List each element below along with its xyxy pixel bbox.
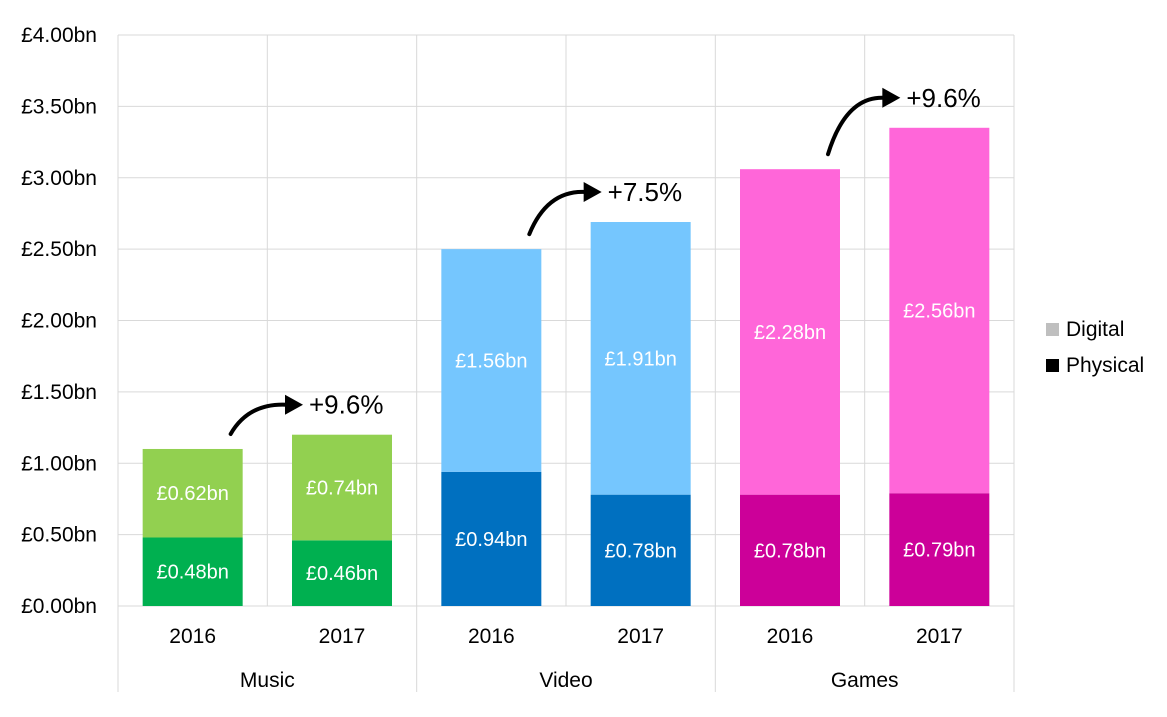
growth-label: +7.5%	[608, 177, 682, 207]
growth-label: +9.6%	[906, 83, 980, 113]
data-label-physical: £0.46bn	[306, 563, 378, 585]
y-tick-label: £3.50bn	[21, 95, 97, 118]
growth-arrowhead	[583, 182, 602, 203]
legend-label: Digital	[1066, 318, 1124, 341]
x-axis-labels: 2016 2017 Music 2016 2017 Video 2016 2017 Games	[169, 625, 962, 692]
x-tick-label-year: 2016	[169, 625, 216, 648]
x-group-label: Music	[240, 669, 295, 692]
data-label-digital: £2.56bn	[903, 301, 975, 323]
legend-swatch	[1046, 323, 1059, 336]
y-tick-label: £1.50bn	[21, 381, 97, 404]
x-tick-label-year: 2016	[767, 625, 814, 648]
bar-segment-digital	[889, 127, 990, 494]
y-tick-label: £1.00bn	[21, 452, 97, 475]
growth-arrowhead	[285, 394, 303, 415]
bar-segment-digital	[590, 222, 691, 495]
y-tick-label: £2.00bn	[21, 310, 97, 333]
bar-segment-physical	[590, 494, 691, 606]
y-tick-label: £0.50bn	[21, 524, 97, 547]
data-label-physical: £0.78bn	[754, 540, 826, 562]
data-label-physical: £0.79bn	[903, 540, 975, 562]
bar-segment-digital	[142, 448, 243, 538]
y-axis-ticks: £0.00bn £0.50bn £1.00bn £1.50bn £2.00bn £2.50…	[21, 24, 97, 618]
growth-arrow	[826, 95, 887, 157]
legend: Digital Physical	[1046, 318, 1144, 377]
x-group-label: Games	[831, 669, 899, 692]
data-label-digital: £2.28bn	[754, 322, 826, 344]
gridlines	[117, 34, 1015, 692]
x-tick-label-year: 2017	[319, 625, 366, 648]
legend-label: Physical	[1066, 354, 1144, 377]
bar-segment-physical	[292, 540, 392, 606]
y-tick-label: £2.50bn	[21, 238, 97, 261]
data-label-digital: £1.56bn	[455, 350, 527, 372]
bar-segment-physical	[142, 537, 243, 606]
growth-label: +9.6%	[309, 390, 383, 420]
growth-arrow	[527, 189, 588, 237]
x-tick-label-year: 2017	[617, 625, 664, 648]
data-label-physical: £0.94bn	[455, 529, 527, 551]
bar-segment-physical	[740, 494, 840, 606]
bar-segment-digital	[292, 434, 392, 541]
y-tick-label: £3.00bn	[21, 167, 97, 190]
data-label-digital: £1.91bn	[605, 348, 677, 370]
data-label-physical: £0.48bn	[157, 562, 229, 584]
data-label-digital: £0.62bn	[157, 483, 229, 505]
x-group-label: Video	[539, 669, 592, 692]
growth-arrowhead	[882, 87, 901, 108]
x-tick-label-year: 2017	[916, 625, 963, 648]
data-label-physical: £0.78bn	[605, 540, 677, 562]
y-tick-label: £0.00bn	[21, 595, 97, 618]
growth-annotations: +9.6% +7.5% +9.6%	[228, 83, 981, 436]
legend-swatch	[1046, 359, 1059, 372]
data-label-digital: £0.74bn	[306, 478, 378, 500]
bars: £0.48bn £0.62bn £0.46bn £0.74bn £0.94bn £1.56…	[142, 127, 990, 606]
bar-segment-physical	[889, 493, 990, 606]
y-tick-label: £4.00bn	[21, 24, 97, 47]
bar-segment-digital	[740, 169, 840, 495]
bar-segment-physical	[441, 471, 542, 606]
growth-arrow	[228, 402, 289, 436]
x-tick-label-year: 2016	[468, 625, 515, 648]
bar-segment-digital	[441, 249, 542, 472]
